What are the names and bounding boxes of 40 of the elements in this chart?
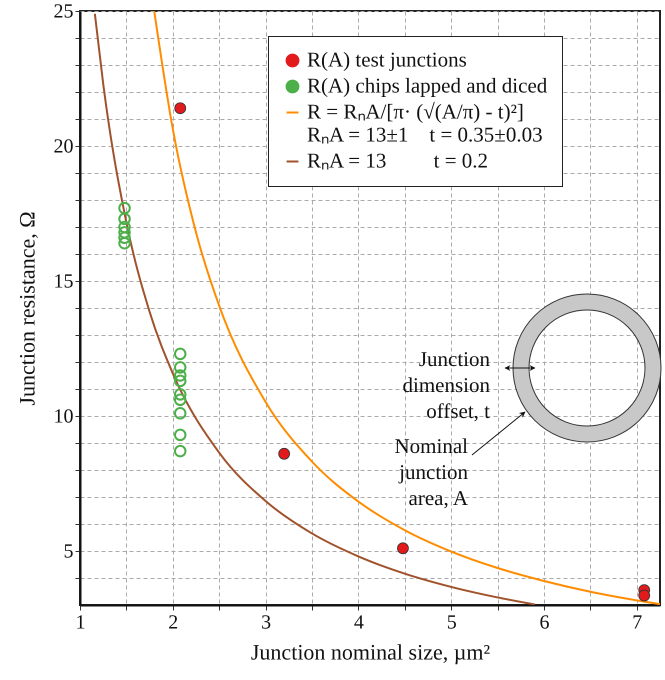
y-tick-label: 10 xyxy=(54,406,74,428)
point xyxy=(118,236,131,250)
x-tick-label: 4 xyxy=(354,612,364,634)
y-tick-label: 25 xyxy=(54,0,74,22)
y-axis-title: Junction resistance, Ω xyxy=(14,211,40,406)
legend-label: R = RₙA/[π· (√(A/π) - t)²] RₙA = 13±1 t = 0.35±0.03 xyxy=(307,100,543,146)
point xyxy=(174,374,186,388)
x-tick-label: 5 xyxy=(446,612,457,634)
point xyxy=(397,542,409,554)
x-axis-title: Junction nominal size, µm² xyxy=(250,640,491,664)
line-series xyxy=(153,11,660,605)
point xyxy=(174,444,186,458)
point xyxy=(118,212,131,226)
legend-label: R(A) test junctions xyxy=(307,48,467,72)
x-tick-label: 2 xyxy=(168,612,178,634)
point xyxy=(174,369,186,382)
point xyxy=(174,348,186,360)
point xyxy=(174,102,186,114)
point xyxy=(174,388,186,401)
point xyxy=(118,220,131,234)
x-tick-label: 6 xyxy=(540,612,550,634)
x-tick-label: 7 xyxy=(632,612,642,634)
y-tick-label: 20 xyxy=(54,136,74,158)
legend-label: RₙA = 13 t = 0.2 xyxy=(307,148,488,172)
point xyxy=(118,226,131,239)
point xyxy=(174,407,186,420)
x-tick-label: 1 xyxy=(76,612,86,634)
annotation: Junction dimension offset, t xyxy=(402,347,490,423)
point xyxy=(174,361,186,374)
point xyxy=(638,590,650,602)
y-tick-label: 15 xyxy=(54,270,74,292)
x-tick-label: 3 xyxy=(261,612,272,634)
legend-label: R(A) chips lapped and diced xyxy=(307,74,548,98)
point xyxy=(278,448,290,460)
point xyxy=(174,428,186,442)
point xyxy=(118,232,131,244)
point xyxy=(174,394,186,406)
point xyxy=(118,202,131,214)
y-tick-label: 5 xyxy=(64,540,74,562)
annotation: Nominal junction area, A xyxy=(394,434,469,510)
